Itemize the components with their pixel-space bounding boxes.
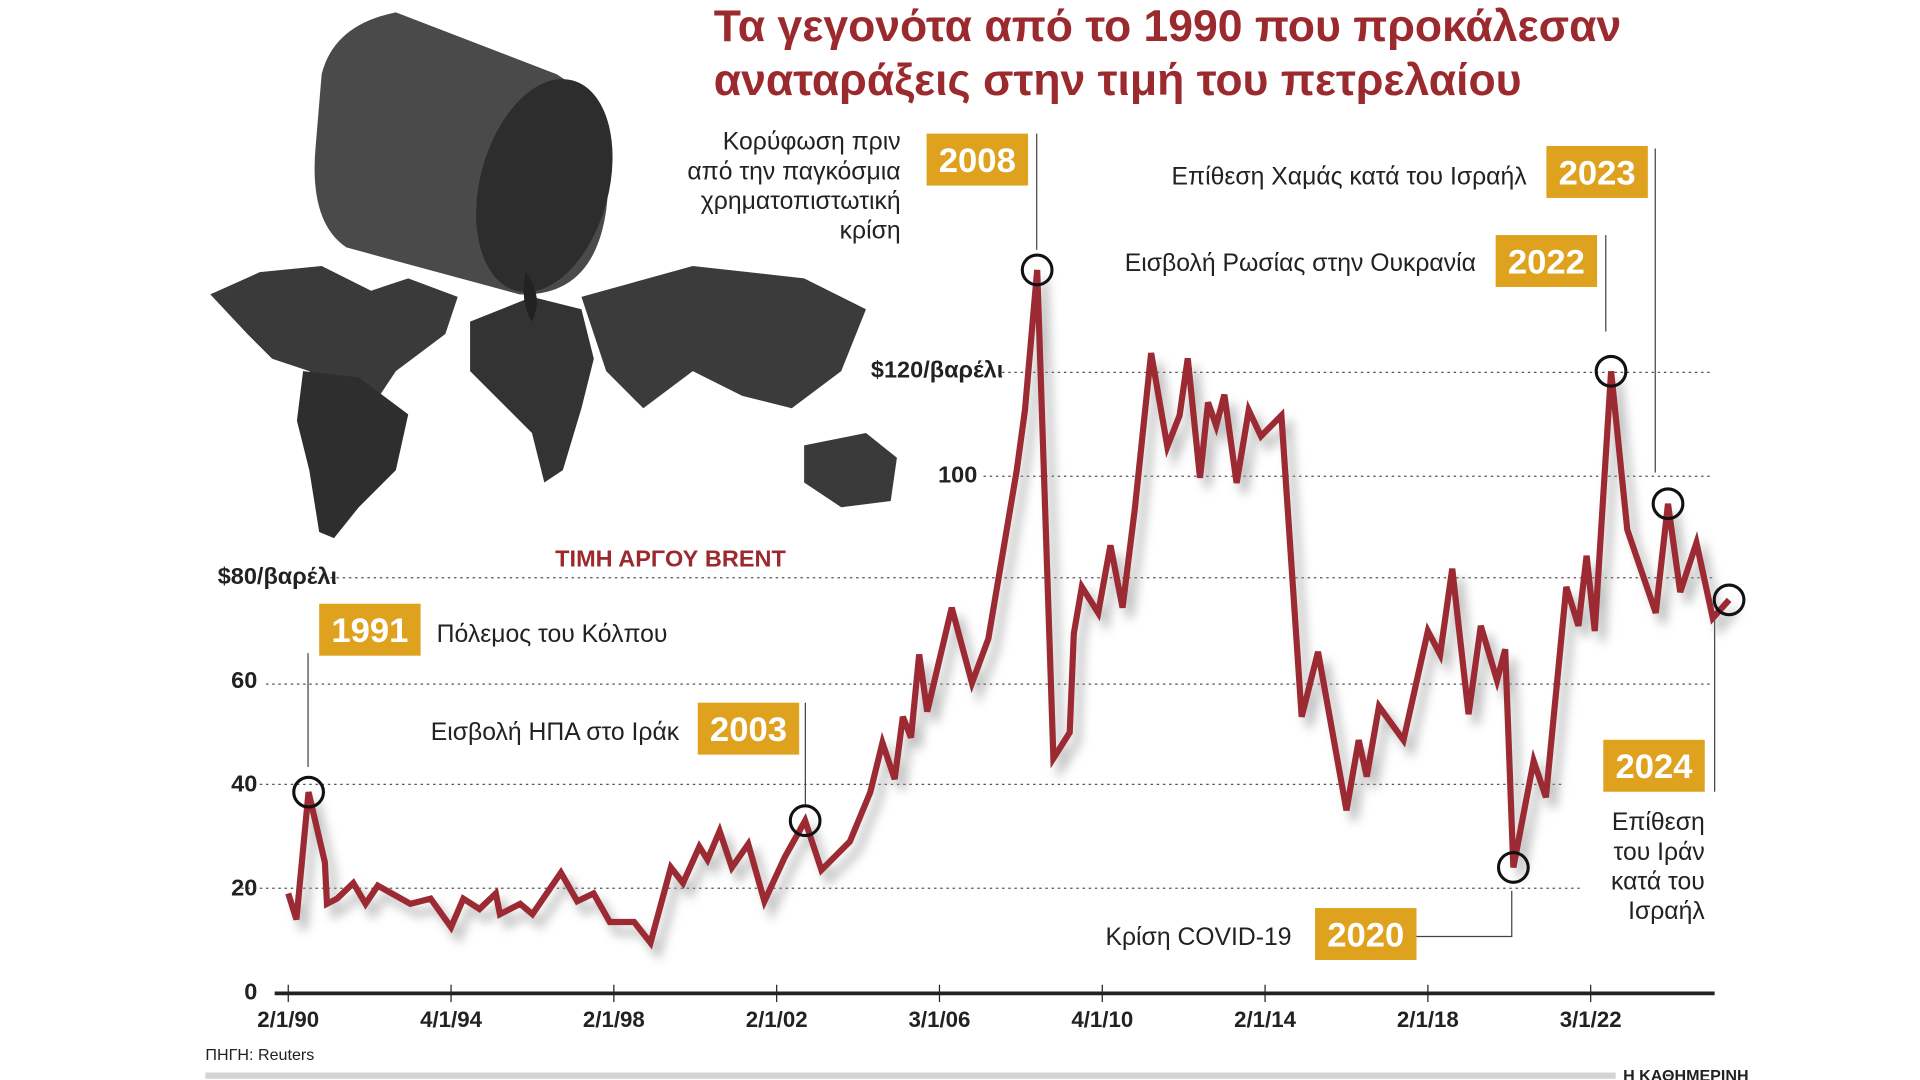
brent-price-line [285,269,1732,950]
badge-2008-label: 2008 [939,142,1016,180]
event-2023-text: Επίθεση Χαμάς κατά του Ισραήλ [1172,163,1528,190]
event-marker-2024 [1712,583,1746,617]
event-2008-text-2: από την παγκόσμια [687,158,900,185]
event-marker-2023 [1651,487,1685,521]
event-2024: 2024 Επίθεση του Ιράν κατά του Ισραήλ [1603,739,1705,925]
series-label: ΤΙΜΗ ΑΡΓΟΥ BRENT [555,546,786,572]
source-note: ΠΗΓΗ: Reuters [205,1046,314,1064]
badge-2023-label: 2023 [1559,154,1636,192]
event-marker-2022 [1594,354,1628,388]
footer-bar [205,1072,1616,1079]
x-tick-label: 2/1/14 [1234,1007,1296,1032]
event-2024-text-3: κατά του [1611,868,1705,895]
y-tick-0: 0 [244,979,257,1005]
badge-1991 [319,603,421,656]
x-tick-label: 2/1/98 [583,1007,645,1032]
event-2003-text: Εισβολή ΗΠΑ στο Ιράκ [431,719,680,746]
event-1991: 1991 Πόλεμος του Κόλπου [319,603,668,656]
event-2024-text-4: Ισραήλ [1628,898,1705,925]
y-tick-120: $120/βαρέλι [871,356,1003,382]
event-2020-text: Κρίση COVID-19 [1105,924,1291,951]
event-2024-text-1: Επίθεση [1612,809,1705,836]
badge-2003 [697,702,800,755]
title-line-2: αναταράξεις στην τιμή του πετρελαίου [714,56,1522,105]
badge-2023 [1546,145,1648,198]
badge-2024-label: 2024 [1616,748,1694,786]
x-tick-label: 4/1/94 [420,1007,482,1032]
event-2020: 2020 Κρίση COVID-19 [1105,908,1417,960]
event-marker-2003 [788,804,822,838]
x-tick-label: 2/1/18 [1397,1007,1459,1032]
y-tick-60: 60 [231,667,257,693]
brent-price-label: ΤΙΜΗ ΑΡΓΟΥ BRENT [555,546,786,572]
barrel-map-illustration: ΤΙΜΗ ΑΡΓΟΥ BRENT [210,12,897,572]
y-tick-40: 40 [231,771,257,797]
event-marker-2020 [1496,851,1530,884]
event-2008-text-3: χρηματοπιστωτική [701,188,901,215]
event-markers [292,253,1746,884]
leader-lines [307,133,1716,938]
badge-2008 [926,133,1029,186]
badge-2003-label: 2003 [710,711,787,749]
x-tick-label: 2/1/02 [746,1007,808,1032]
badge-2022 [1495,235,1598,288]
badge-2022-label: 2022 [1508,243,1585,281]
badge-2024 [1603,739,1705,792]
event-2008-text-4: κρίση [840,218,901,245]
title-line-1: Τα γεγονότα από το 1990 που προκάλεσαν [714,2,1621,51]
event-marker-2008 [1020,253,1054,287]
x-axis-ticks: 2/1/90 4/1/94 2/1/98 2/1/02 3/1/06 4/1/10 2/1/… [257,984,1622,1032]
event-2008-text-1: Κορύφωση πριν [723,129,901,156]
event-marker-1991 [292,775,325,809]
y-tick-100: 100 [938,461,977,487]
badge-1991-label: 1991 [331,612,408,650]
leader-2020 [1416,890,1513,938]
badge-2020-label: 2020 [1327,916,1404,954]
x-tick-label: 3/1/06 [909,1007,971,1032]
x-tick-label: 4/1/10 [1071,1007,1133,1032]
event-2022-text: Εισβολή Ρωσίας στην Ουκρανία [1125,250,1476,277]
event-2003: 2003 Εισβολή ΗΠΑ στο Ιράκ [431,702,800,755]
y-tick-20: 20 [231,875,257,901]
badge-2020 [1315,908,1417,960]
x-tick-label: 2/1/90 [257,1007,319,1032]
event-2022: 2022 Εισβολή Ρωσίας στην Ουκρανία [1125,235,1598,288]
event-2008: 2008 Κορύφωση πριν από την παγκόσμια χρη… [687,129,1029,245]
event-1991-text: Πόλεμος του Κόλπου [437,621,668,648]
x-tick-label: 3/1/22 [1560,1007,1622,1032]
y-axis-labels: 0 20 40 60 $80/βαρέλι 100 $120/βαρέλι [218,356,1004,1004]
y-tick-80: $80/βαρέλι [218,563,337,589]
event-2023: 2023 Επίθεση Χαμάς κατά του Ισραήλ [1172,145,1648,198]
publisher-logo: Η ΚΑΘΗΜΕΡΙΝΗ [1623,1067,1749,1080]
event-2024-text-2: του Ιράν [1614,839,1705,866]
